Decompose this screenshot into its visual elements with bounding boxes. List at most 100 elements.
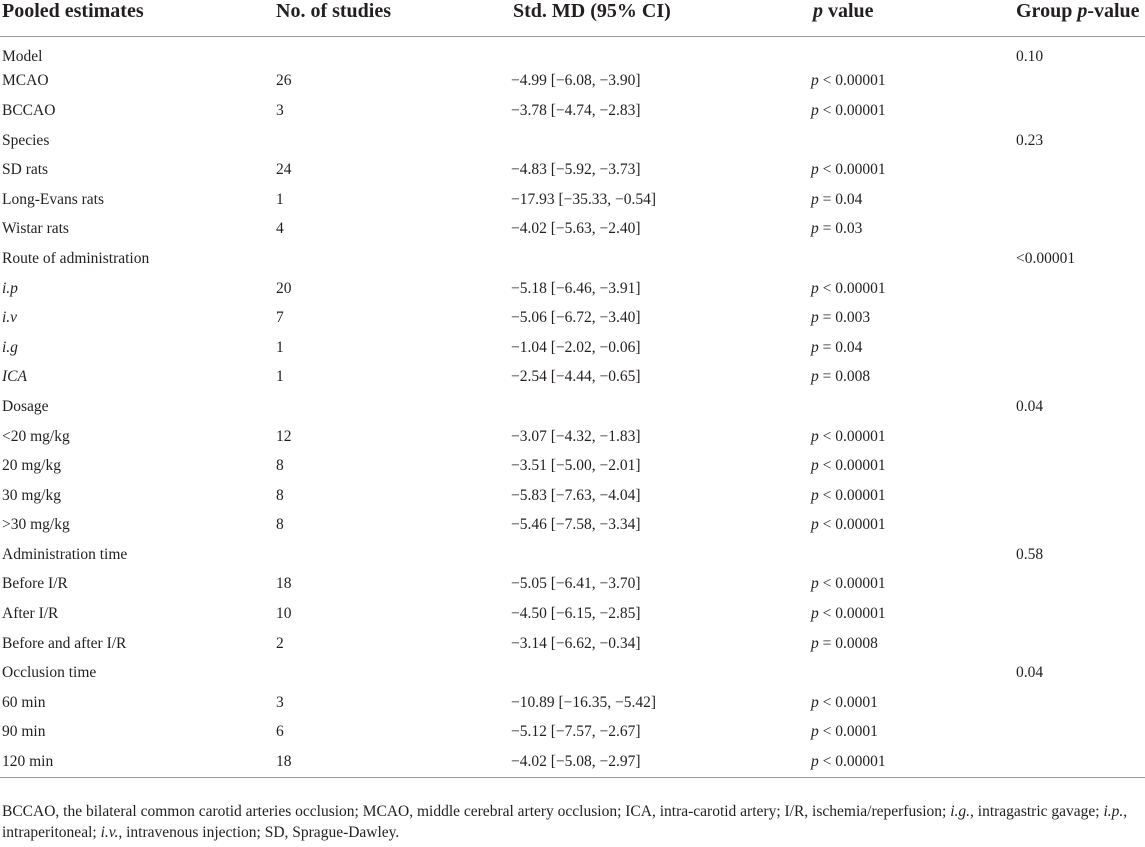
p-symbol: p (811, 309, 819, 327)
row-std-md: −5.18 [−6.46, −3.91] (511, 279, 641, 297)
row-studies: 3 (276, 101, 284, 119)
row-studies: 24 (276, 161, 292, 179)
table-row: MCAO 26 −4.99 [−6.08, −3.90] p < 0.00001 (0, 67, 1145, 97)
row-label: 60 min (2, 693, 46, 711)
p-number: 0.04 (835, 190, 863, 208)
table-row: i.v 7 −5.06 [−6.72, −3.40] p = 0.003 (0, 303, 1145, 333)
row-label: 120 min (0, 747, 274, 778)
row-studies: 26 (276, 72, 292, 90)
row-std-md: −4.50 [−6.15, −2.85] (511, 605, 641, 623)
row-label: i.v (2, 309, 18, 327)
row-label: i.g (2, 338, 18, 356)
row-p-value: p < 0.00001 (811, 511, 1014, 541)
p-number: 0.0008 (835, 634, 878, 652)
row-studies: 1 (276, 190, 284, 208)
table-row: Administration time 0.58 (0, 540, 1145, 570)
row-studies: 1 (276, 368, 284, 386)
table-row: Route of administration <0.00001 (0, 244, 1145, 274)
header-group-suffix: -value (1087, 0, 1140, 22)
row-std-md: −5.05 [−6.41, −3.70] (511, 575, 641, 593)
p-number: 0.00001 (835, 279, 886, 297)
row-group-p-value (1014, 718, 1145, 748)
row-label: >30 mg/kg (2, 516, 70, 534)
footnote-text-1: BCCAO, the bilateral common carotid arte… (2, 803, 951, 820)
row-p-value: p = 0.04 (811, 333, 1014, 363)
p-symbol: p (811, 338, 819, 356)
table-row: Occlusion time 0.04 (0, 658, 1145, 688)
header-p-value: p value (811, 0, 1014, 37)
p-number: 0.00001 (835, 72, 886, 90)
p-operator: < (818, 486, 836, 504)
p-symbol: p (811, 634, 819, 652)
row-std-md: −10.89 [−16.35, −5.42] (511, 693, 657, 711)
p-symbol: p (811, 457, 819, 475)
table-row: After I/R 10 −4.50 [−6.15, −2.85] p < 0.000… (0, 599, 1145, 629)
footnote-text-2: , intragastric gavage; (970, 803, 1104, 820)
row-std-md: −17.93 [−35.33, −0.54] (511, 190, 657, 208)
row-std-md: −5.83 [−7.63, −4.04] (511, 486, 641, 504)
row-group-p-value (1014, 570, 1145, 600)
row-label: MCAO (2, 72, 49, 90)
row-label: Administration time (2, 545, 128, 563)
p-operator: = (818, 338, 836, 356)
row-label: Before and after I/R (2, 634, 127, 652)
row-label: Route of administration (2, 249, 150, 267)
row-p-value: p < 0.0001 (811, 688, 1014, 718)
row-std-md: −3.78 [−4.74, −2.83] (511, 101, 641, 119)
row-p-value: p < 0.00001 (811, 422, 1014, 452)
p-symbol: p (811, 161, 819, 179)
row-studies: 2 (276, 634, 284, 652)
row-std-md: −4.83 [−5.92, −3.73] (511, 161, 641, 179)
row-studies (274, 126, 511, 156)
row-p-value: p = 0.003 (811, 303, 1014, 333)
p-symbol: p (811, 72, 819, 90)
row-group-p-value: 0.04 (1016, 664, 1044, 682)
table-row: 60 min 3 −10.89 [−16.35, −5.42] p < 0.0001 (0, 688, 1145, 718)
pooled-estimates-table: Pooled estimates No. of studies Std. MD … (0, 0, 1145, 778)
p-symbol: p (811, 427, 819, 445)
row-studies: 1 (276, 338, 284, 356)
row-group-p-value (1014, 481, 1145, 511)
row-label: Wistar rats (2, 220, 69, 238)
row-label: i.p (2, 279, 18, 297)
row-p-value (811, 37, 1014, 67)
row-label: Model (2, 47, 43, 65)
row-p-value (811, 540, 1014, 570)
row-group-p-value (1014, 511, 1145, 541)
row-studies (274, 37, 511, 67)
row-std-md: −4.02 [−5.08, −2.97] (511, 747, 811, 778)
table-row: <20 mg/kg 12 −3.07 [−4.32, −1.83] p < 0.000… (0, 422, 1145, 452)
p-number: 0.00001 (835, 516, 886, 534)
row-std-md: −4.02 [−5.63, −2.40] (511, 220, 641, 238)
table-row: Wistar rats 4 −4.02 [−5.63, −2.40] p = 0.03 (0, 215, 1145, 245)
row-p-value: p < 0.00001 (811, 747, 1014, 778)
p-number: 0.00001 (835, 605, 886, 623)
row-p-value: p < 0.0001 (811, 718, 1014, 748)
row-label: Long-Evans rats (2, 190, 105, 208)
table-row: Dosage 0.04 (0, 392, 1145, 422)
row-std-md (511, 244, 811, 274)
row-label: Before I/R (2, 575, 68, 593)
row-studies: 8 (276, 516, 284, 534)
p-operator: = (818, 220, 836, 238)
row-label: Dosage (2, 397, 49, 415)
table-row: 120 min 18 −4.02 [−5.08, −2.97] p < 0.00001 (0, 747, 1145, 778)
p-symbol: p (811, 605, 819, 623)
row-studies: 6 (276, 723, 284, 741)
row-std-md: −3.07 [−4.32, −1.83] (511, 427, 641, 445)
row-p-value: p = 0.04 (811, 185, 1014, 215)
row-p-value: p = 0.0008 (811, 629, 1014, 659)
row-studies (274, 540, 511, 570)
row-label: BCCAO (2, 101, 56, 119)
header-std-md: Std. MD (95% CI) (511, 0, 811, 37)
row-group-p-value (1014, 451, 1145, 481)
row-label: SD rats (2, 161, 49, 179)
row-group-p-value (1014, 599, 1145, 629)
p-operator: = (818, 368, 836, 386)
row-studies: 18 (274, 747, 511, 778)
row-studies: 4 (276, 220, 284, 238)
row-group-p-value (1014, 333, 1145, 363)
row-group-p-value: 0.10 (1016, 47, 1044, 65)
row-p-value (811, 244, 1014, 274)
row-label: 90 min (2, 723, 46, 741)
